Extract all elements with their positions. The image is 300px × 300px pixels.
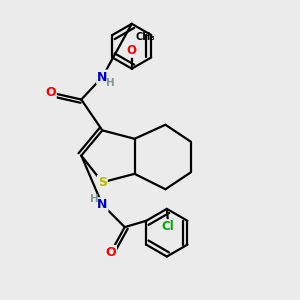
Text: H: H (89, 194, 98, 203)
Text: N: N (97, 70, 107, 84)
Text: Cl: Cl (162, 220, 175, 233)
Text: H: H (106, 78, 115, 88)
Text: S: S (98, 176, 107, 189)
Text: O: O (127, 44, 137, 57)
Text: N: N (97, 198, 107, 211)
Text: O: O (105, 246, 116, 259)
Text: CH₃: CH₃ (136, 32, 156, 42)
Text: O: O (45, 86, 56, 99)
